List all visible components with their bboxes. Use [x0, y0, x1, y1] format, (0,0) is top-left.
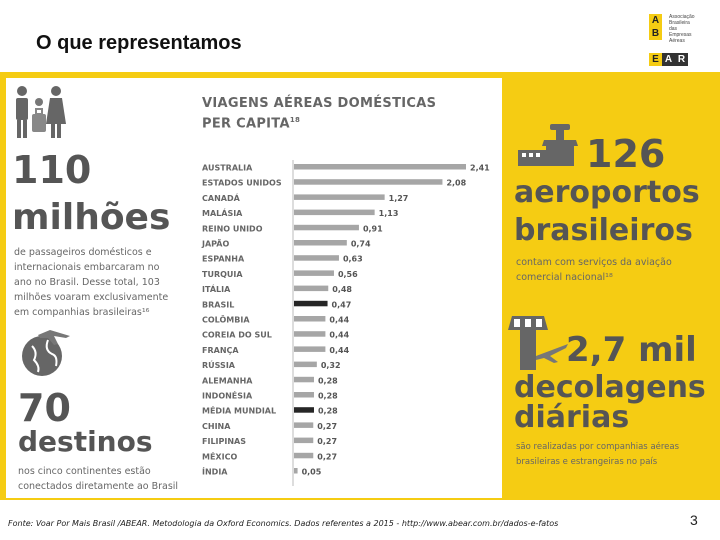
- control-tower-icon: [508, 316, 568, 370]
- bar-value-label: 0,44: [329, 316, 349, 325]
- passengers-unit: milhões: [12, 197, 171, 238]
- bar-category-label: RÚSSIA: [202, 359, 236, 370]
- abear-logo: A B E A R Associação Brasileira das Empr…: [649, 14, 709, 66]
- bar: [294, 361, 317, 368]
- bar-value-label: 0,74: [351, 240, 371, 249]
- destinations-description: nos cinco continentes estão conectados d…: [18, 466, 179, 492]
- logo-letter-b: B: [649, 27, 662, 40]
- bar: [294, 300, 328, 307]
- white-card: [6, 78, 502, 498]
- bar-category-label: ESTADOS UNIDOS: [202, 179, 282, 188]
- page-title: O que representamos: [36, 32, 242, 54]
- bar-value-label: 0,05: [302, 468, 322, 477]
- logo-letter-a2: A: [662, 53, 675, 66]
- destinations-number: 70: [18, 386, 71, 430]
- bar-category-label: MALÁSIA: [202, 207, 243, 218]
- logo-letter-a: A: [649, 14, 662, 27]
- header-bar: [0, 0, 720, 72]
- bar-category-label: INDONÉSIA: [202, 390, 253, 401]
- bar: [294, 376, 314, 383]
- airports-unit-line2: brasileiros: [514, 213, 693, 248]
- flights-unit-line1: decolagens: [514, 370, 706, 405]
- bar-category-label: CANADÁ: [202, 192, 241, 203]
- bar-category-label: CHINA: [202, 422, 231, 431]
- bar-value-label: 0,56: [338, 270, 358, 279]
- bar: [294, 422, 314, 428]
- bar-category-label: MÉXICO: [202, 450, 237, 461]
- passengers-number: 110: [12, 148, 92, 192]
- bar-category-label: AUSTRALIA: [202, 164, 253, 173]
- bar: [294, 270, 334, 276]
- bar: [294, 194, 385, 200]
- bar: [294, 392, 314, 398]
- bar-value-label: 0,63: [343, 255, 363, 264]
- logo-letter-r: R: [675, 53, 688, 66]
- globe-airplane-icon: [22, 330, 70, 376]
- destinations-unit: destinos: [18, 425, 153, 458]
- bar-category-label: FILIPINAS: [202, 437, 246, 446]
- logo-text: Associação Brasileira das Empresas Aérea…: [669, 14, 695, 44]
- bar-value-label: 0,28: [318, 376, 338, 385]
- bar-value-label: 0,28: [318, 392, 338, 401]
- bar: [294, 316, 326, 322]
- bar-value-label: 0,27: [317, 452, 337, 461]
- bar-category-label: ALEMANHA: [202, 376, 253, 385]
- airports-number: 126: [586, 132, 666, 176]
- bar-chart: AUSTRALIA 2,41 ESTADOS UNIDOS 2,08 CANADÁ 1,2…: [201, 160, 490, 486]
- bar: [294, 209, 375, 216]
- source-note: Fonte: Voar Por Mais Brasil /ABEAR. Meto…: [8, 519, 559, 528]
- bar-category-label: ESPANHA: [202, 255, 245, 264]
- flights-description: são realizadas por companhias aéreas bra…: [516, 442, 680, 467]
- bar-value-label: 0,44: [329, 346, 349, 355]
- bar: [294, 179, 443, 185]
- bar-value-label: 2,41: [470, 164, 490, 173]
- bar-category-label: MÉDIA MUNDIAL: [202, 405, 276, 416]
- flights-unit-line2: diárias: [514, 400, 630, 435]
- bar: [294, 285, 329, 292]
- bar-category-label: TURQUIA: [202, 270, 243, 279]
- bar: [294, 346, 326, 352]
- bar: [294, 407, 314, 413]
- passengers-description: de passageiros domésticos e internaciona…: [14, 247, 169, 318]
- bar: [294, 452, 314, 459]
- logo-letter-e: E: [649, 53, 662, 66]
- bar-value-label: 0,48: [332, 285, 352, 294]
- family-luggage-icon: [16, 86, 66, 138]
- bar-category-label: REINO UNIDO: [202, 224, 263, 233]
- bar-category-label: ITÁLIA: [202, 283, 231, 294]
- bar: [294, 240, 347, 246]
- bar-value-label: 0,44: [329, 331, 349, 340]
- bar: [294, 224, 359, 231]
- bar: [294, 468, 298, 474]
- bar-category-label: JAPÃO: [201, 239, 229, 249]
- airport-terminal-icon: [518, 124, 578, 166]
- bar: [294, 164, 466, 170]
- bar-value-label: 0,27: [317, 437, 337, 446]
- flights-number: 2,7 mil: [566, 330, 697, 370]
- bar: [294, 331, 326, 337]
- bar-value-label: 1,13: [379, 209, 399, 218]
- bar-category-label: FRANÇA: [202, 346, 239, 355]
- bar-value-label: 2,08: [446, 179, 466, 188]
- bar-category-label: COLÔMBIA: [202, 314, 250, 325]
- bar-category-label: BRASIL: [202, 300, 234, 309]
- bar-value-label: 0,47: [332, 300, 352, 309]
- bar: [294, 255, 339, 261]
- bar-category-label: COREIA DO SUL: [202, 331, 272, 340]
- bar-value-label: 0,28: [318, 407, 338, 416]
- bar-value-label: 0,32: [321, 361, 341, 370]
- bar-category-label: ÍNDIA: [202, 466, 228, 477]
- bar-value-label: 0,91: [363, 224, 383, 233]
- airports-unit-line1: aeroportos: [514, 175, 700, 210]
- airports-description: contam com serviços da aviação comercial…: [516, 257, 672, 283]
- bar-value-label: 1,27: [389, 194, 409, 203]
- bar-value-label: 0,27: [317, 422, 337, 431]
- page-number: 3: [690, 512, 698, 528]
- chart-title: VIAGENS AÉREAS DOMÉSTICAS PER CAPITA18: [202, 96, 437, 132]
- bar: [294, 437, 314, 444]
